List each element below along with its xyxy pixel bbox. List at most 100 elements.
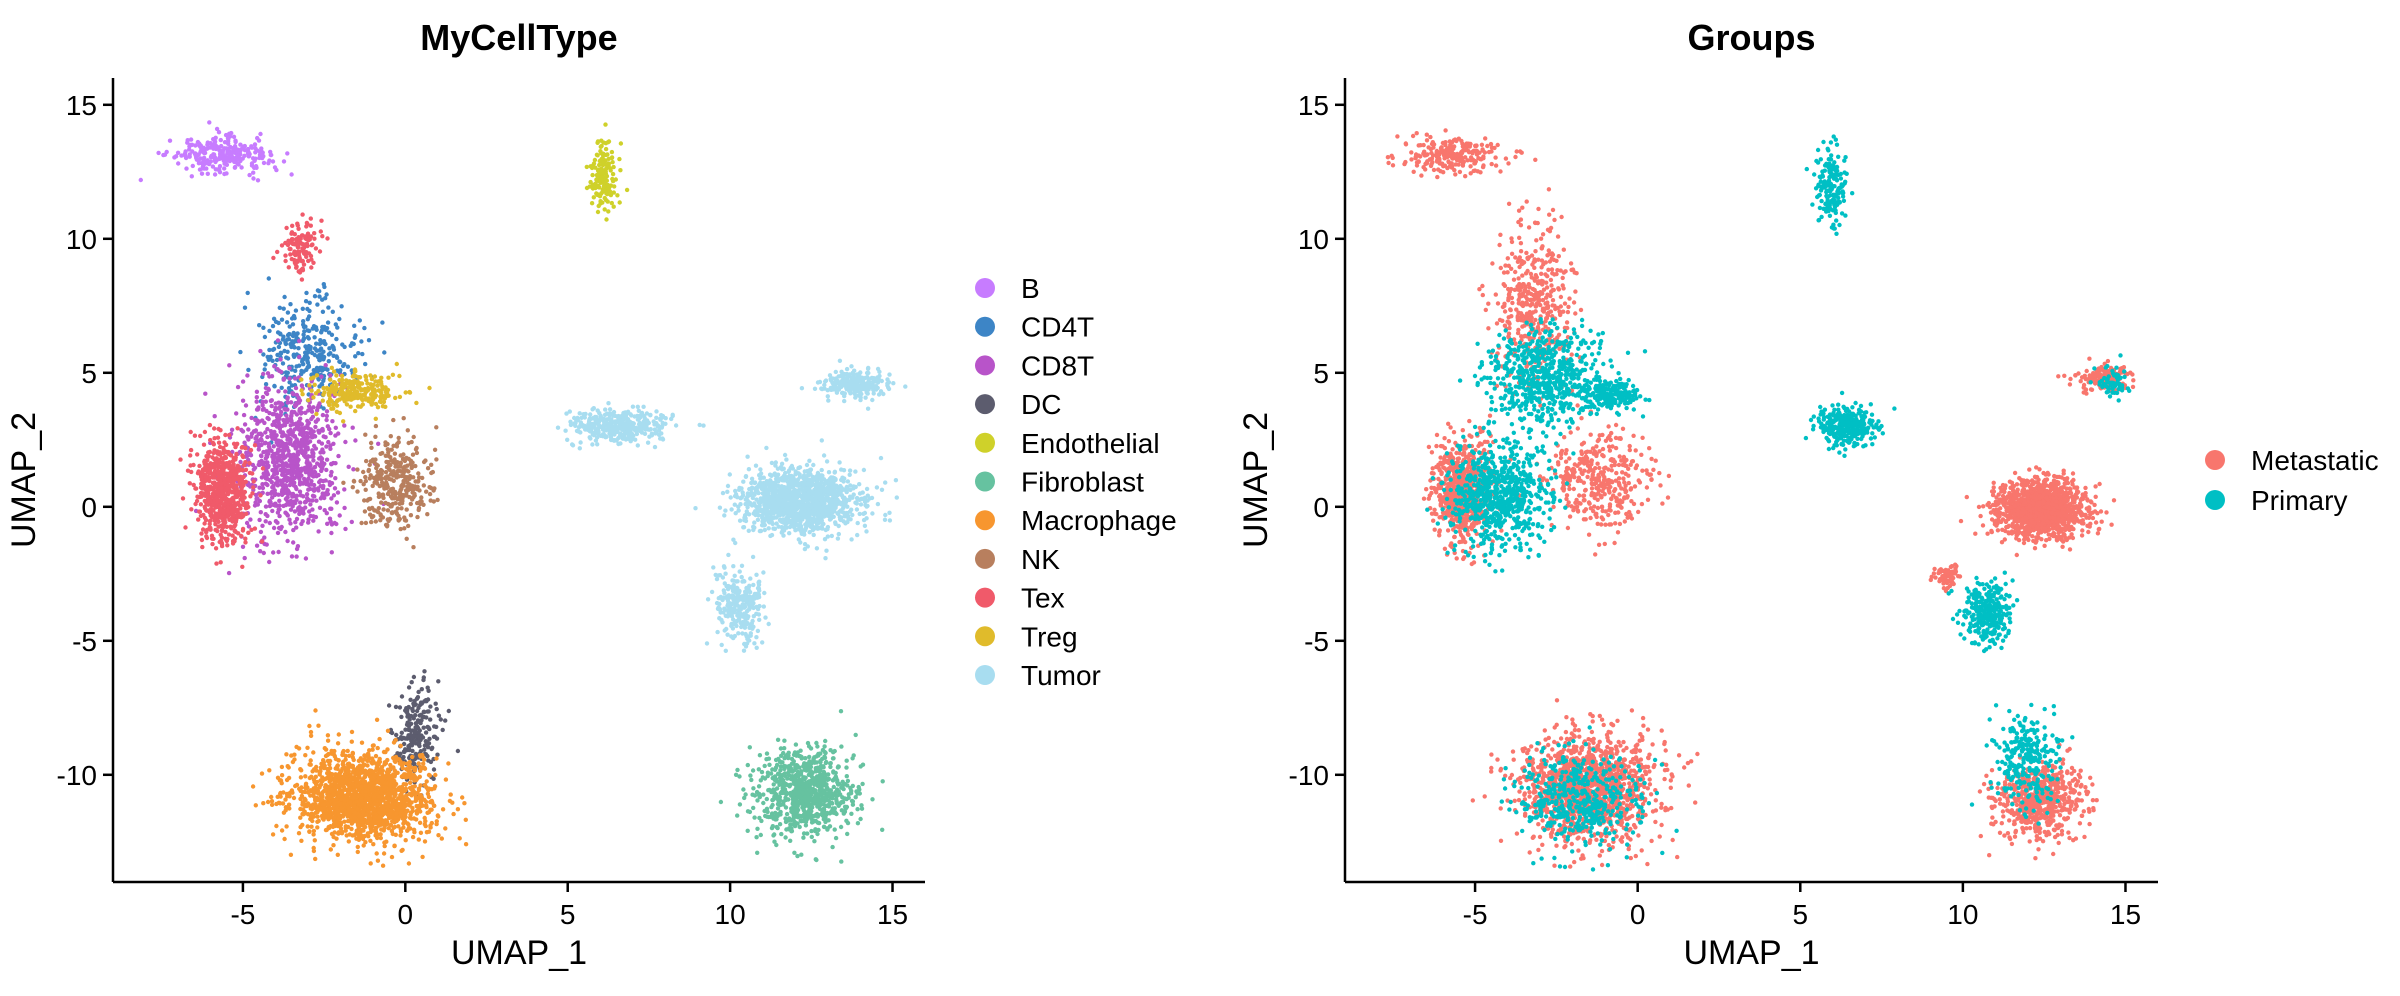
data-point [221, 158, 226, 163]
data-point [409, 776, 414, 781]
data-point [253, 150, 258, 155]
data-point [208, 159, 213, 164]
data-point [323, 827, 329, 833]
data-point [183, 153, 188, 159]
data-point [303, 774, 308, 779]
data-point [400, 457, 406, 462]
data-point [216, 440, 222, 445]
data-point [421, 483, 426, 488]
data-point [138, 177, 143, 183]
data-point [389, 494, 394, 499]
data-point [167, 138, 173, 143]
data-point [259, 539, 265, 544]
data-point [422, 766, 428, 771]
data-point [750, 792, 755, 797]
data-point [392, 843, 397, 848]
data-point [282, 348, 287, 354]
data-point [356, 351, 361, 356]
data-point [789, 826, 794, 831]
data-point [805, 795, 811, 800]
data-point [737, 802, 743, 807]
data-point [210, 164, 216, 169]
data-point [427, 491, 433, 497]
data-point [298, 796, 303, 802]
data-point [200, 544, 205, 550]
data-point [239, 445, 245, 450]
data-point [767, 762, 772, 767]
data-point [416, 761, 421, 766]
data-point [301, 433, 306, 438]
data-point [256, 138, 262, 143]
data-point [184, 166, 189, 171]
data-point [378, 467, 384, 473]
data-point [597, 185, 602, 190]
data-point [269, 403, 274, 409]
data-point [424, 489, 429, 494]
data-point [345, 761, 351, 767]
data-point [381, 798, 386, 803]
data-point [347, 753, 352, 758]
data-point [376, 441, 381, 446]
data-point [602, 195, 607, 201]
data-point [434, 706, 439, 712]
data-point [812, 839, 817, 844]
data-point [242, 305, 248, 310]
data-point [775, 806, 781, 811]
data-point [359, 520, 364, 526]
data-point [283, 341, 289, 347]
data-point [239, 427, 244, 433]
data-point [303, 804, 308, 809]
data-point [770, 802, 775, 808]
data-point [418, 754, 423, 759]
data-point [258, 510, 263, 515]
data-point [322, 508, 327, 513]
data-point [291, 540, 296, 545]
data-point [375, 463, 380, 468]
data-point [807, 808, 812, 813]
data-point [412, 830, 417, 835]
data-point [860, 781, 865, 787]
data-point [422, 669, 427, 674]
data-point [313, 856, 318, 862]
data-point [388, 434, 393, 439]
data-point [315, 814, 320, 819]
data-point [240, 398, 246, 403]
data-point [275, 530, 281, 536]
data-point [279, 448, 284, 453]
data-point [189, 507, 194, 512]
data-point [365, 751, 371, 756]
data-point [278, 791, 283, 796]
data-point [337, 316, 342, 322]
data-point [617, 156, 622, 162]
data-point [846, 792, 851, 797]
data-point [600, 200, 605, 205]
data-point [275, 483, 280, 488]
data-point [306, 404, 312, 409]
data-point [400, 847, 405, 853]
data-point [229, 427, 235, 432]
data-point [316, 428, 321, 433]
data-point [366, 802, 372, 808]
data-point [759, 769, 765, 775]
data-point [227, 363, 232, 368]
data-point [291, 795, 297, 801]
data-point [249, 431, 255, 436]
data-point [294, 554, 299, 559]
data-point [408, 513, 414, 518]
data-point [291, 527, 296, 533]
data-point [199, 147, 204, 152]
data-point [303, 753, 308, 758]
data-point [388, 786, 394, 792]
data-point [330, 824, 336, 829]
data-point [267, 503, 273, 509]
data-point [340, 788, 346, 793]
data-point [322, 746, 327, 751]
data-point [279, 385, 284, 390]
data-point [301, 332, 306, 337]
data-point [254, 434, 259, 439]
data-point [368, 781, 373, 786]
data-point [773, 765, 779, 770]
data-point [238, 147, 244, 152]
data-point [235, 384, 241, 390]
data-point [775, 737, 781, 742]
